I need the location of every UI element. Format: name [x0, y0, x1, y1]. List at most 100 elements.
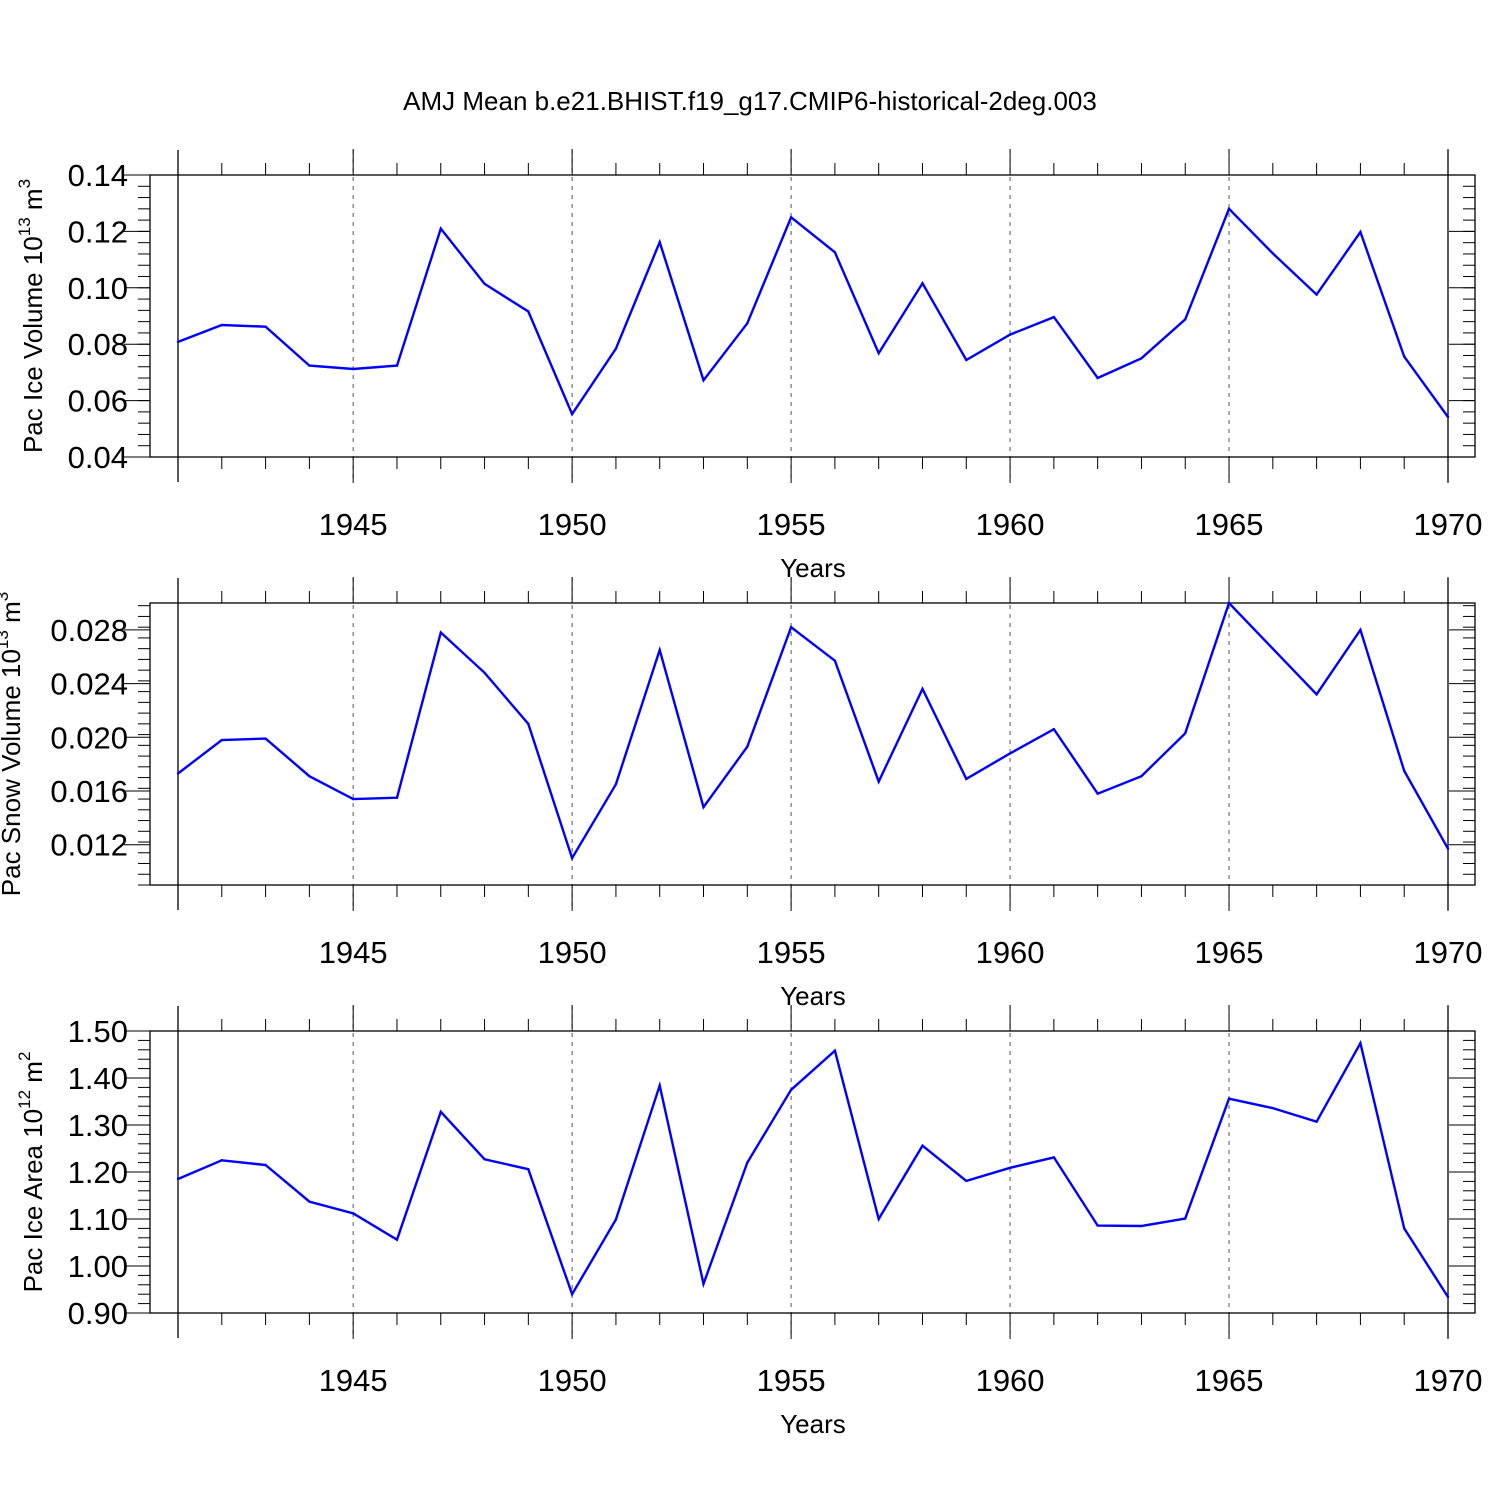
- y-tick-label: 0.14: [68, 158, 128, 193]
- data-point: [1096, 1224, 1099, 1227]
- x-tick-label: 1965: [1195, 1363, 1264, 1398]
- y-tick-label: 0.12: [68, 214, 128, 249]
- data-point: [351, 367, 355, 371]
- data-point: [1096, 376, 1099, 380]
- data-point: [439, 227, 442, 230]
- data-point: [1446, 415, 1450, 419]
- data-point: [264, 737, 267, 740]
- data-point: [308, 1200, 311, 1203]
- data-point: [702, 1282, 705, 1286]
- data-point: [439, 631, 442, 634]
- data-point: [308, 364, 311, 367]
- plot-frame: [149, 174, 1476, 458]
- data-point: [483, 671, 486, 675]
- data-point: [264, 1163, 267, 1167]
- x-tick-label: 1970: [1414, 935, 1483, 970]
- data-point: [1052, 315, 1056, 319]
- data-point: [1315, 1120, 1318, 1123]
- data-point: [1271, 252, 1275, 255]
- pac-ice-volume-panel: 0.04 0.06 0.08 0.10 0.12 0.14 1945 1950 1955 1960…: [15, 149, 1482, 583]
- data-point: [176, 772, 180, 775]
- pac-snow-volume-panel: 0.012 0.016 0.020 0.024 0.028 1945 1950 1955 196…: [0, 577, 1482, 1011]
- data-point: [965, 358, 968, 362]
- data-point: [965, 777, 968, 781]
- data-point: [395, 1238, 399, 1241]
- y-tick-label: 1.20: [68, 1155, 128, 1190]
- x-tick-label: 1965: [1195, 507, 1264, 542]
- data-point: [1184, 1217, 1187, 1220]
- y-axis-label: Pac Ice Volume 1013 m3: [15, 179, 48, 453]
- data-point: [527, 1167, 530, 1171]
- panels: 0.04 0.06 0.08 0.10 0.12 0.14 1945 1950 1955 1960…: [0, 149, 1482, 1439]
- x-tick-label: 1965: [1195, 935, 1264, 970]
- data-point: [1184, 732, 1187, 735]
- data-point: [1227, 1097, 1231, 1100]
- y-tick-label: 0.024: [50, 667, 128, 702]
- y-tick-label: 1.30: [68, 1108, 128, 1143]
- data-point: [702, 805, 705, 809]
- data-point: [527, 310, 530, 313]
- data-point: [614, 347, 618, 350]
- data-point: [1140, 1224, 1143, 1228]
- data-point: [570, 412, 574, 416]
- data-point: [658, 240, 661, 244]
- x-tick-label: 1970: [1414, 1363, 1483, 1398]
- data-point: [1008, 752, 1012, 755]
- data-point: [1315, 293, 1318, 296]
- y-tick-label: 0.012: [50, 828, 128, 863]
- x-tick-label: 1945: [319, 1363, 388, 1398]
- data-point: [1271, 1106, 1275, 1110]
- data-point: [1140, 357, 1143, 360]
- data-point: [702, 379, 705, 382]
- data-point: [1403, 1227, 1406, 1230]
- data-point: [1184, 318, 1187, 321]
- data-point: [921, 687, 924, 691]
- data-point: [176, 340, 180, 344]
- data-point: [1052, 728, 1056, 731]
- data-point: [1359, 1042, 1362, 1045]
- data-point: [1008, 333, 1012, 336]
- y-tick-label: 0.028: [50, 613, 128, 648]
- data-point: [1008, 1166, 1012, 1169]
- data-point: [351, 797, 355, 801]
- y-tick-label: 0.020: [50, 720, 128, 755]
- x-tick-label: 1970: [1414, 507, 1483, 542]
- y-tick-label: 1.40: [68, 1061, 128, 1096]
- data-point: [351, 1212, 355, 1215]
- x-tick-label: 1950: [538, 935, 607, 970]
- data-point: [439, 1110, 442, 1114]
- x-tick-label: 1960: [976, 1363, 1045, 1398]
- data-point: [220, 323, 223, 327]
- data-point: [877, 780, 880, 783]
- data-point: [614, 1218, 618, 1221]
- data-point: [527, 722, 530, 726]
- chart-title: AMJ Mean b.e21.BHIST.f19_g17.CMIP6-histo…: [403, 86, 1097, 116]
- y-tick-label: 1.00: [68, 1249, 128, 1284]
- x-tick-label: 1955: [757, 1363, 826, 1398]
- x-axis-label: Years: [780, 981, 846, 1011]
- y-axis-label: Pac Ice Area 1012 m2: [15, 1052, 48, 1293]
- data-point: [746, 1161, 749, 1164]
- data-point: [220, 1159, 223, 1162]
- data-point: [789, 216, 793, 219]
- data-point: [833, 1049, 837, 1052]
- data-point: [1359, 628, 1362, 632]
- y-tick-label: 1.10: [68, 1202, 128, 1237]
- data-point: [746, 322, 749, 325]
- data-point: [877, 1217, 880, 1221]
- series-line: [177, 1039, 1450, 1298]
- x-tick-label: 1950: [538, 1363, 607, 1398]
- data-point: [1227, 601, 1231, 605]
- y-axis-label: Pac Snow Volume 1013 m3: [0, 592, 26, 896]
- y-tick-label: 0.06: [68, 384, 128, 419]
- data-point: [965, 1179, 968, 1183]
- data-point: [921, 1144, 924, 1147]
- data-point: [176, 1177, 180, 1181]
- x-tick-label: 1950: [538, 507, 607, 542]
- x-tick-label: 1960: [976, 507, 1045, 542]
- plot-frame: [149, 602, 1476, 886]
- data-point: [921, 282, 924, 285]
- y-tick-label: 1.50: [68, 1014, 128, 1049]
- data-point: [833, 659, 837, 662]
- data-point: [1227, 207, 1231, 211]
